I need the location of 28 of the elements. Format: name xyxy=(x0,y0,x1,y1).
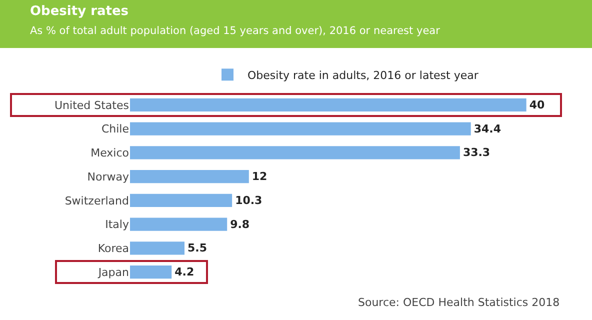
data-label: 12 xyxy=(252,170,268,184)
y-tick-label: United States xyxy=(54,98,130,112)
chart-title: Obesity rates xyxy=(30,3,130,21)
y-tick-label: Norway xyxy=(87,170,130,184)
bar xyxy=(130,170,249,184)
y-tick-label: Italy xyxy=(105,218,130,232)
bar xyxy=(130,266,172,279)
bar xyxy=(130,242,184,255)
data-label: 5.5 xyxy=(188,242,207,255)
bar xyxy=(130,194,232,207)
bar xyxy=(130,98,526,112)
y-tick-label: Korea xyxy=(98,242,129,256)
y-tick-label: Switzerland xyxy=(64,194,129,208)
y-tick-label: Japan xyxy=(97,266,130,279)
y-tick-label: Mexico xyxy=(90,146,130,160)
bar xyxy=(130,146,460,160)
data-label: 10.3 xyxy=(235,194,262,207)
y-tick-label: Chile xyxy=(101,122,130,136)
data-label: 34.4 xyxy=(474,122,502,136)
legend-label: Obesity rate in adults, 2016 or latest year xyxy=(248,68,479,82)
source-note: Source: OECD Health Statistics 2018 xyxy=(358,296,560,309)
data-label: 4.2 xyxy=(174,266,194,279)
bar xyxy=(130,122,471,136)
data-label: 40 xyxy=(529,98,545,112)
data-label: 33.3 xyxy=(462,146,490,160)
chart-subtitle: As % of total adult population (aged 15 years and over), 2016 or nearest year xyxy=(30,24,441,39)
data-label: 9.8 xyxy=(230,218,250,231)
bar xyxy=(130,218,228,231)
